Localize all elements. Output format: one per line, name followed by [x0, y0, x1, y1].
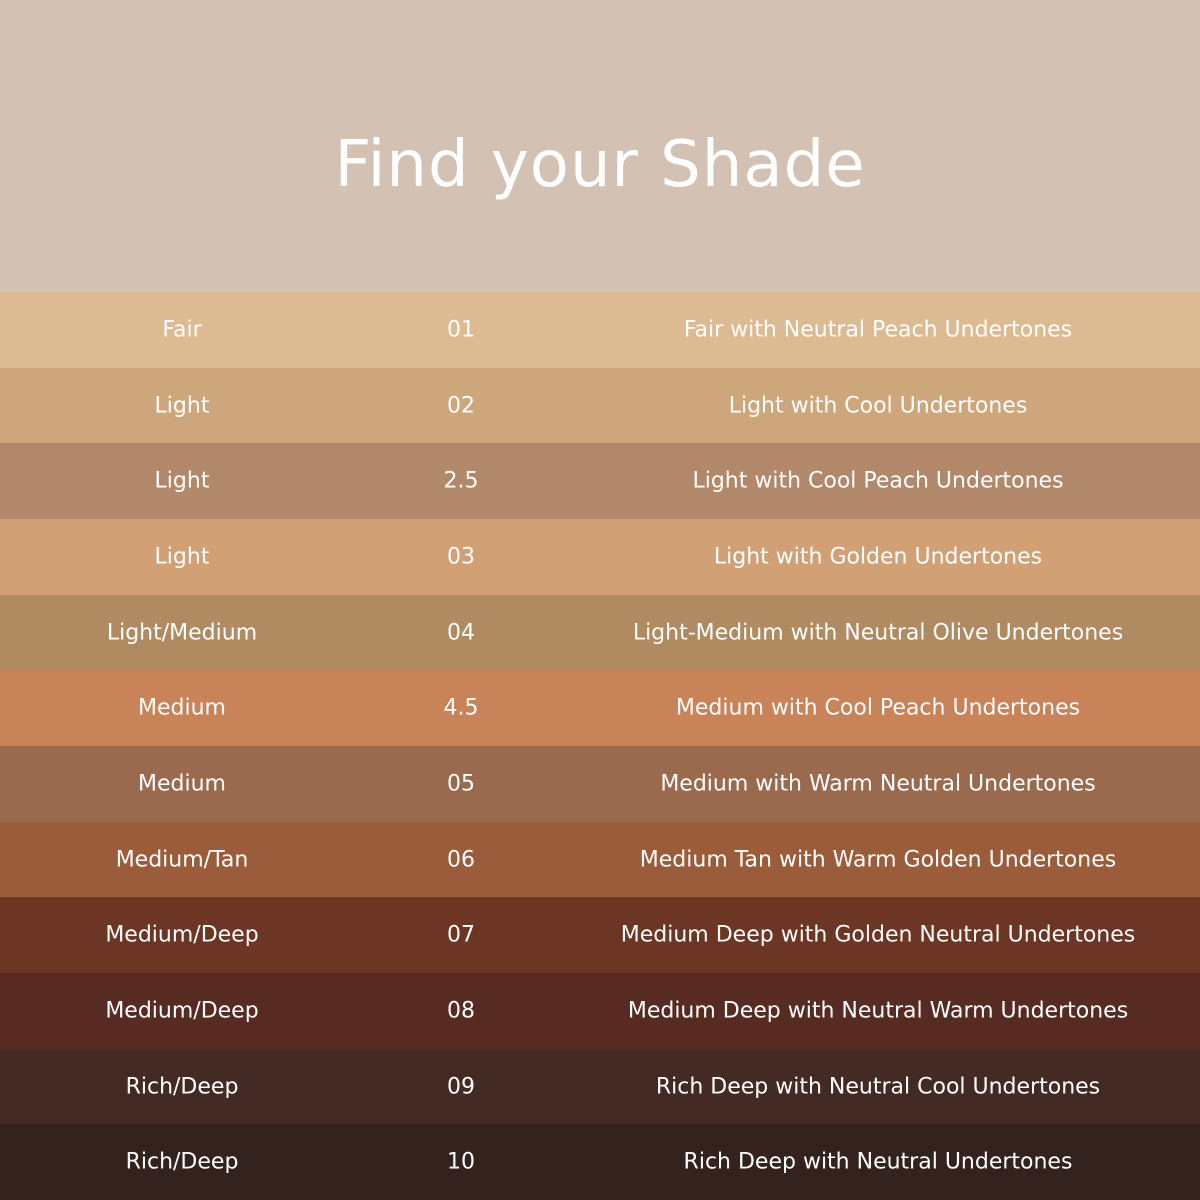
- shade-row: Medium 4.5 Medium with Cool Peach Underton…: [0, 670, 1200, 747]
- shade-depth: Light: [154, 468, 210, 494]
- shade-row: Rich/Deep 10 Rich Deep with Neutral Undert…: [0, 1124, 1200, 1200]
- shade-row: Light/Medium 04 Light-Medium with Neutral …: [0, 594, 1200, 671]
- shade-description: Light-Medium with Neutral Olive Underton…: [632, 620, 1124, 646]
- shade-row: Medium/Tan 06 Medium Tan with Warm Golden …: [0, 821, 1200, 898]
- shade-description: Medium with Cool Peach Undertones: [675, 695, 1081, 721]
- shade-row: Medium/Deep 07 Medium Deep with Golden Neu…: [0, 897, 1200, 974]
- shade-depth: Medium/Deep: [105, 998, 259, 1024]
- header-banner: Find your Shade: [0, 0, 1200, 292]
- shade-number: 4.5: [443, 695, 479, 721]
- shade-description: Medium with Warm Neutral Undertones: [660, 771, 1096, 797]
- shade-number: 07: [447, 922, 475, 948]
- page-title: Find your Shade: [334, 128, 866, 202]
- shade-row: Rich/Deep 09 Rich Deep with Neutral Cool U…: [0, 1048, 1200, 1125]
- shade-number: 06: [447, 847, 475, 873]
- shade-depth: Rich/Deep: [125, 1074, 239, 1100]
- shade-description: Light with Cool Undertones: [728, 393, 1028, 418]
- shade-number: 01: [447, 317, 475, 343]
- shade-row: Light 2.5 Light with Cool Peach Undertones: [0, 443, 1200, 520]
- shade-description: Light with Cool Peach Undertones: [692, 468, 1064, 494]
- shade-number: 10: [447, 1149, 475, 1175]
- shade-description: Medium Deep with Neutral Warm Undertones: [627, 998, 1129, 1024]
- shade-description: Light with Golden Undertones: [713, 544, 1043, 570]
- shade-number: 09: [447, 1074, 475, 1100]
- shade-depth: Medium: [138, 771, 226, 797]
- shade-number: 03: [447, 544, 475, 570]
- shade-depth: Light: [154, 393, 210, 418]
- shade-number: 02: [447, 393, 475, 418]
- shade-depth: Light: [154, 544, 210, 570]
- shade-row: Fair 01 Fair with Neutral Peach Undertones: [0, 292, 1200, 368]
- shade-number: 08: [447, 998, 475, 1024]
- shade-depth: Fair: [162, 317, 202, 343]
- shade-description: Medium Deep with Golden Neutral Underton…: [620, 922, 1136, 948]
- shade-depth: Medium/Deep: [105, 922, 259, 948]
- shade-description: Fair with Neutral Peach Undertones: [683, 317, 1073, 343]
- shade-number: 04: [447, 620, 475, 646]
- shade-depth: Medium: [138, 695, 226, 721]
- shade-row: Light 03 Light with Golden Undertones: [0, 519, 1200, 595]
- shade-depth: Medium/Tan: [115, 847, 249, 873]
- shade-table: Fair 01 Fair with Neutral Peach Undertones…: [0, 292, 1200, 1200]
- shade-description: Rich Deep with Neutral Cool Undertones: [655, 1074, 1101, 1100]
- shade-description: Medium Tan with Warm Golden Undertones: [639, 847, 1117, 873]
- shade-row: Light 02 Light with Cool Undertones: [0, 367, 1200, 444]
- shade-depth: Light/Medium: [106, 620, 258, 646]
- shade-row: Medium 05 Medium with Warm Neutral Underto…: [0, 746, 1200, 822]
- shade-number: 05: [447, 771, 475, 797]
- shade-depth: Rich/Deep: [125, 1149, 239, 1175]
- shade-row: Medium/Deep 08 Medium Deep with Neutral Wa…: [0, 973, 1200, 1049]
- shade-number: 2.5: [443, 468, 479, 494]
- shade-description: Rich Deep with Neutral Undertones: [683, 1149, 1073, 1175]
